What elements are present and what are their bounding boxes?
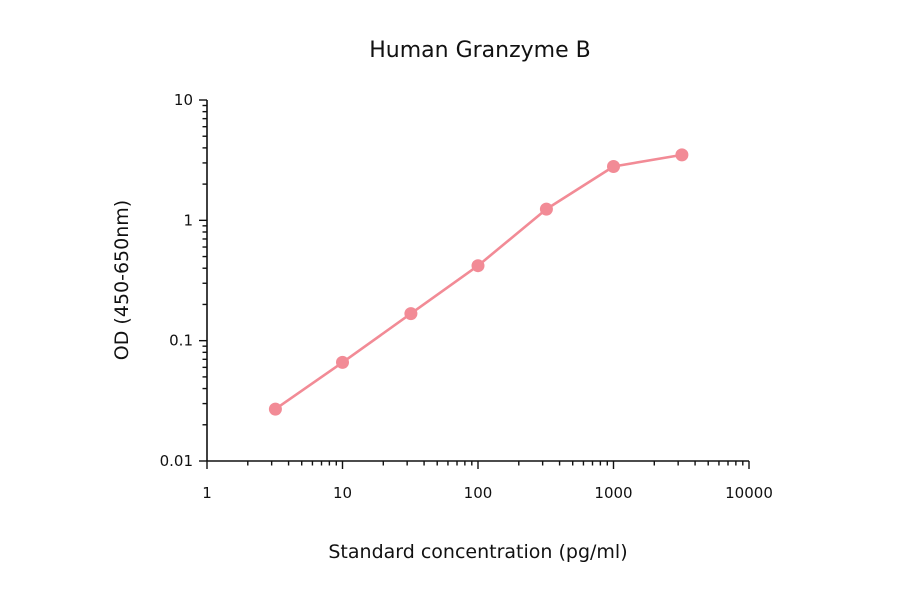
data-point (539, 202, 553, 216)
plot-area (268, 148, 689, 416)
x-axis-label: Standard concentration (pg/ml) (328, 541, 627, 563)
data-point (607, 160, 620, 173)
x-tick-label: 100 (464, 484, 493, 502)
x-tick-label: 10 (333, 484, 352, 502)
y-tick-label: 0.1 (169, 332, 193, 350)
chart-title: Human Granzyme B (369, 38, 590, 63)
y-axis-label: OD (450-650nm) (111, 200, 133, 360)
x-tick-label: 1000 (594, 484, 632, 502)
y-tick-label: 0.01 (160, 452, 193, 470)
x-tick-label: 1 (202, 484, 212, 502)
data-point (268, 402, 282, 416)
data-point (404, 307, 418, 321)
y-tick-label: 1 (183, 211, 193, 229)
axes: 0.01 0.1 1 10 1 10 100 1000 10000 (160, 91, 773, 502)
data-point (471, 259, 485, 273)
data-point (336, 355, 349, 369)
series-line (274, 153, 684, 411)
y-tick-label: 10 (174, 91, 193, 109)
x-tick-label: 10000 (725, 484, 773, 502)
data-point (675, 148, 689, 162)
